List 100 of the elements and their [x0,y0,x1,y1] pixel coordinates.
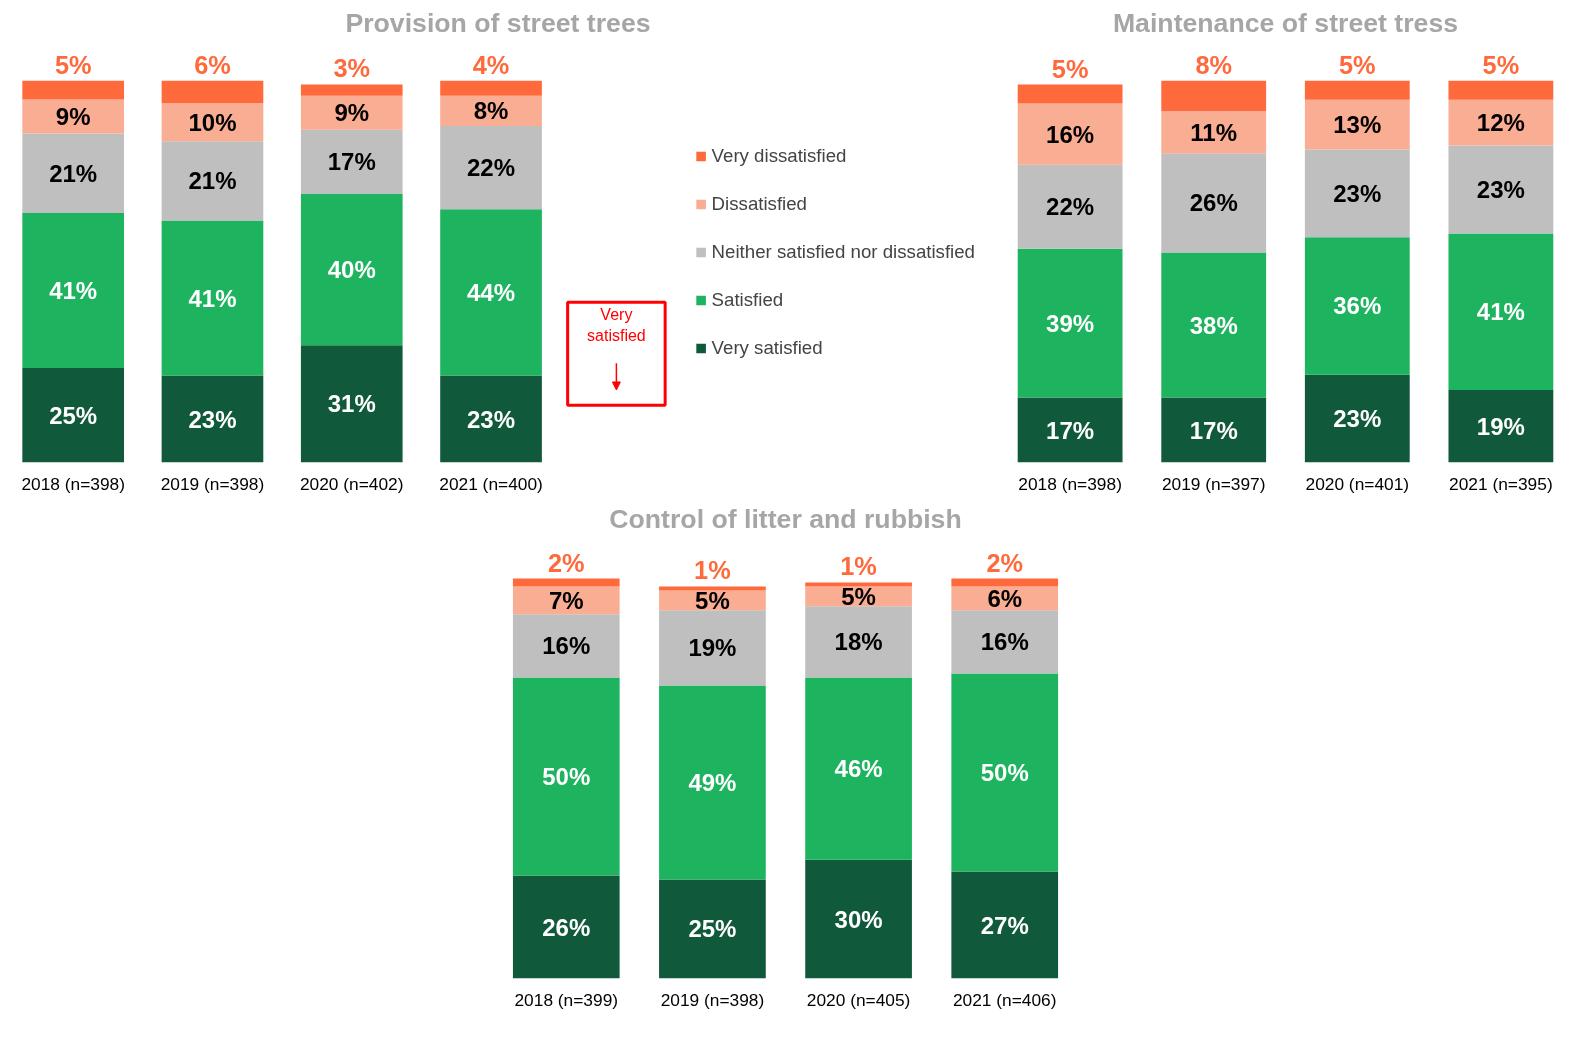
data-label: 23% [1476,176,1525,203]
bar [22,80,125,100]
data-label: 7% [548,586,584,614]
data-label: 3% [333,54,371,83]
data-label: 5% [1482,50,1520,79]
data-label: 12% [1476,109,1525,137]
data-label: 2% [547,548,585,577]
data-label: 5% [1338,50,1376,79]
data-label: 1% [694,556,731,585]
bar [440,375,542,463]
chart-title: Control of litter and rubbish [609,503,962,534]
x-tick-label: 2020 (n=401) [1305,473,1410,494]
x-tick-label: 2019 (n=398) [160,473,265,494]
bar [1161,80,1267,112]
bar [659,685,766,880]
data-label: 40% [327,256,376,284]
data-label: 26% [1189,189,1238,217]
bar [1161,252,1267,398]
x-tick-label: 2020 (n=405) [806,989,911,1010]
data-label: 50% [542,763,591,791]
legend-label: Dissatisfied [711,193,807,215]
bar [161,80,264,104]
x-tick-label: 2019 (n=397) [1161,473,1266,494]
chart-title: Maintenance of street tress [1112,7,1459,38]
bar [440,209,542,376]
data-label: 49% [688,768,737,796]
bar [1017,397,1123,463]
bar [659,586,766,591]
bar [1304,80,1410,100]
legend-label: Neither satisfied nor dissatisfied [711,241,975,263]
bar [1304,99,1410,150]
bar [1304,374,1410,463]
data-label: 36% [1333,292,1382,320]
data-label: 5% [841,582,876,610]
data-label: 39% [1046,309,1095,337]
data-label: 46% [834,755,883,783]
data-label: 41% [1476,298,1525,326]
bar [951,871,1059,979]
chart-title: Provision of street trees [345,7,651,38]
bar [1161,153,1267,253]
data-label: 18% [834,628,883,656]
data-label: 25% [688,915,737,943]
data-label: 19% [688,634,737,662]
x-tick-label: 2021 (n=400) [439,473,543,494]
data-label: 17% [1046,416,1095,444]
bar [805,582,912,587]
x-tick-label: 2021 (n=395) [1449,473,1553,494]
data-label: 2% [986,548,1024,577]
data-label: 5% [1051,54,1089,83]
bar [1017,84,1123,104]
x-tick-label: 2018 (n=398) [1018,473,1122,494]
data-label: 21% [49,159,98,187]
data-label: 30% [834,905,883,933]
data-label: 41% [188,284,237,312]
legend-label: Satisfied [711,289,784,311]
data-label: 16% [980,628,1029,656]
bar [805,677,912,860]
data-label: 8% [1195,50,1233,79]
bar [512,614,620,678]
data-label: 5% [695,586,730,614]
bar [1161,397,1267,463]
bar [1448,145,1554,234]
bar [161,141,264,221]
legend-label: Very satisfied [711,337,823,359]
bar [161,220,264,376]
data-label: 16% [1046,120,1095,148]
data-label: 6% [987,584,1023,612]
bar [300,194,403,346]
data-label: 23% [1333,405,1382,433]
data-label: 4% [472,50,510,79]
bar [951,610,1059,674]
data-label: 27% [980,911,1029,939]
bar [1304,149,1410,238]
bar [1448,233,1554,390]
bar [512,586,620,615]
bar [1017,248,1123,398]
data-label: 16% [542,632,591,660]
data-label: 9% [334,99,370,127]
data-label: 13% [1333,111,1382,139]
data-label: 21% [188,167,237,195]
bar [300,129,403,195]
data-label: 31% [327,390,376,418]
x-tick-label: 2018 (n=399) [514,989,619,1010]
data-label: 38% [1189,311,1238,339]
bar [440,80,542,96]
bar [1448,99,1554,146]
bar [440,126,542,210]
bar [1448,80,1554,100]
data-label: 44% [467,278,516,306]
data-label: 23% [467,405,516,433]
bar [1161,111,1267,154]
bar [805,859,912,979]
data-label: 22% [1046,193,1095,221]
data-label: 23% [1333,179,1382,207]
data-label: 6% [194,50,231,79]
data-label: 9% [55,103,91,131]
bar [805,606,912,678]
x-tick-label: 2018 (n=398) [21,473,125,494]
bar [22,367,125,463]
bar [1448,389,1554,463]
